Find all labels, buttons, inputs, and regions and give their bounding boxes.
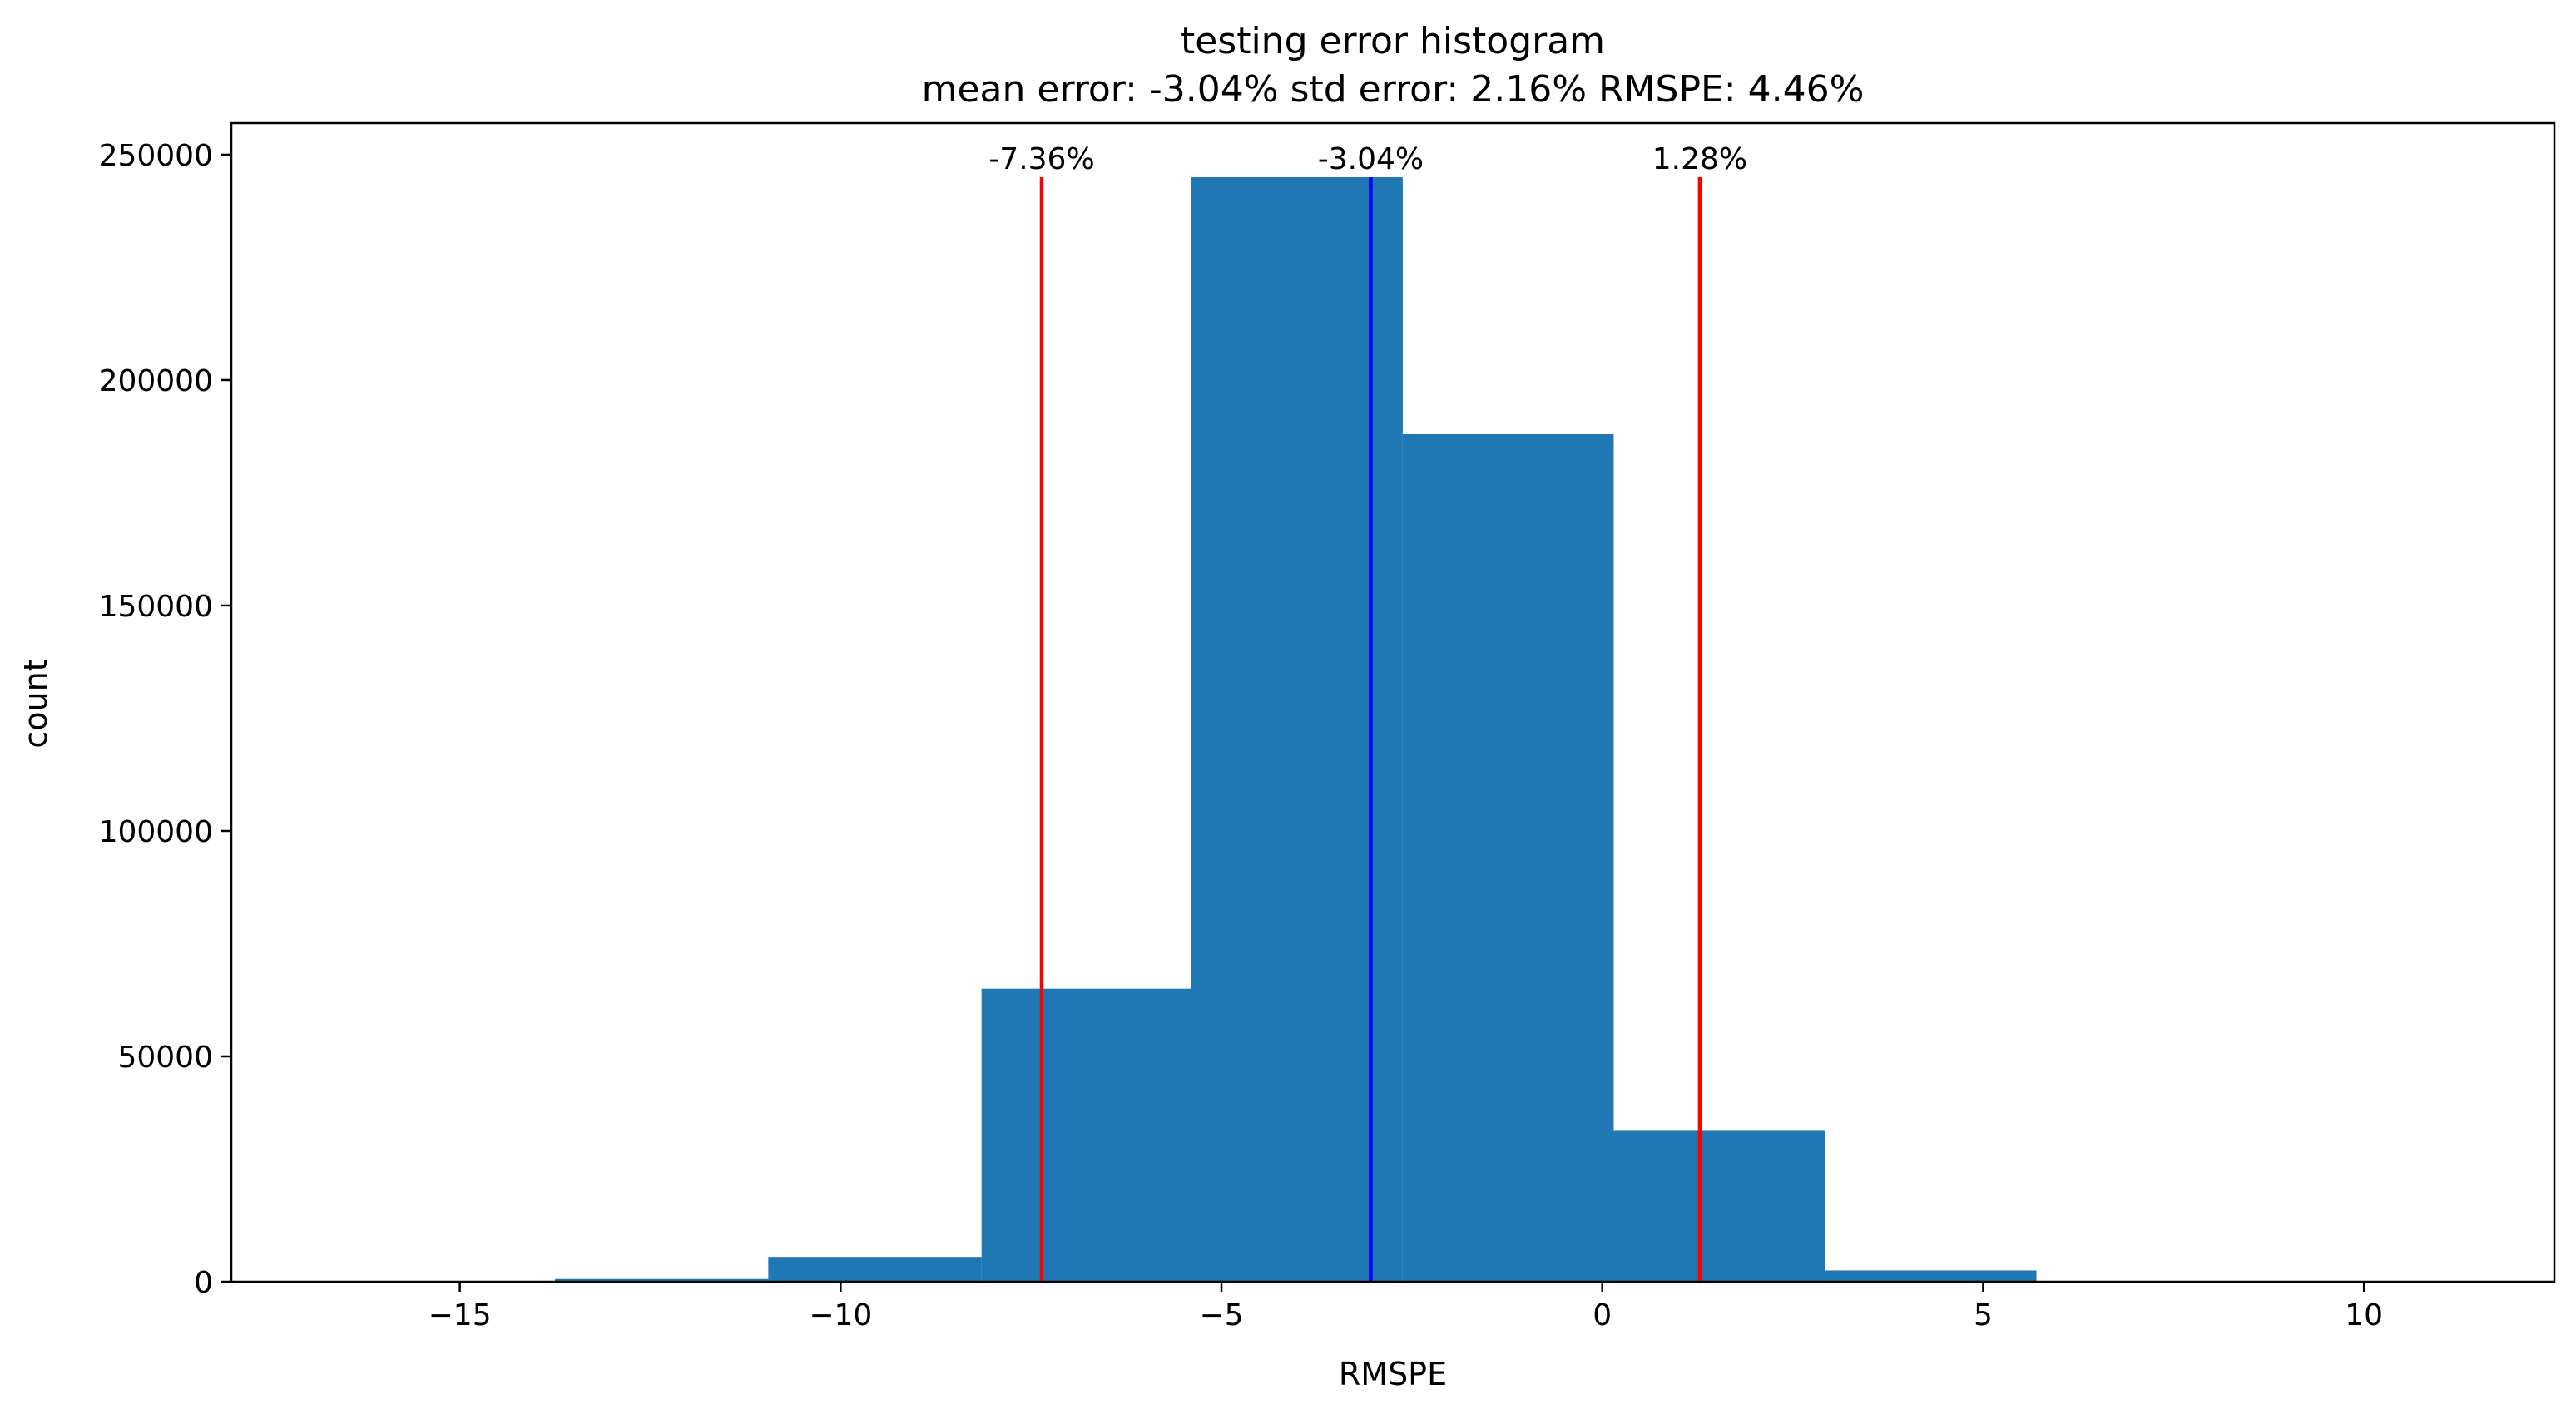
histogram-bar-3 — [981, 988, 1191, 1282]
x-axis: −15 −10 −5 0 5 10 — [429, 1282, 2383, 1332]
histogram-bar-5 — [1402, 433, 1614, 1282]
x-tick-label-1: −10 — [809, 1298, 872, 1332]
chart-title: testing error histogram — [1181, 20, 1605, 62]
reference-line-label-2: 1.28% — [1652, 142, 1747, 176]
x-tick-label-3: 0 — [1593, 1298, 1612, 1332]
histogram-bar-6 — [1613, 1130, 1825, 1282]
histogram-bar-1 — [555, 1278, 769, 1282]
x-tick-label-5: 10 — [2345, 1298, 2383, 1332]
histogram-bar-4 — [1191, 177, 1403, 1282]
y-tick-label-2: 100000 — [99, 815, 213, 849]
reference-lines: -7.36% -3.04% 1.28% — [988, 142, 1747, 1282]
histogram-bars — [345, 177, 2460, 1282]
reference-line-label-1: -3.04% — [1318, 142, 1424, 176]
x-tick-label-4: 5 — [1974, 1298, 1993, 1332]
x-axis-label: RMSPE — [1339, 1356, 1447, 1392]
y-tick-label-4: 200000 — [99, 364, 213, 398]
x-tick-label-2: −5 — [1199, 1298, 1243, 1332]
y-tick-label-3: 150000 — [99, 590, 213, 624]
plot-frame — [230, 121, 2556, 1283]
y-axis: 0 50000 100000 150000 200000 250000 — [99, 139, 231, 1300]
reference-line-label-0: -7.36% — [988, 142, 1094, 176]
histogram-bar-2 — [768, 1257, 982, 1282]
histogram-bar-7 — [1825, 1270, 2037, 1282]
chart-subtitle: mean error: -3.04% std error: 2.16% RMSP… — [922, 68, 1865, 111]
x-tick-label-0: −15 — [429, 1298, 492, 1332]
y-axis-label: count — [17, 659, 54, 748]
y-tick-label-0: 0 — [194, 1266, 213, 1300]
y-tick-label-5: 250000 — [99, 139, 213, 173]
y-tick-label-1: 50000 — [117, 1041, 213, 1075]
